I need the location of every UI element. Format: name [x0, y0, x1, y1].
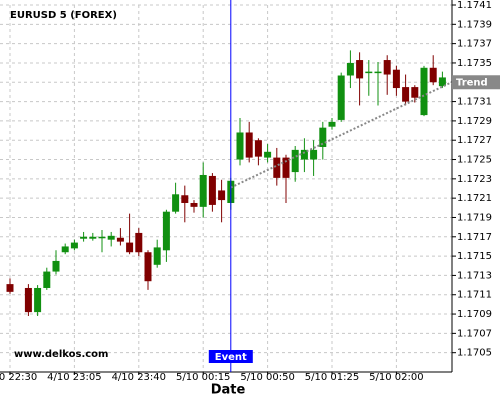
x-tick-label: 5/10 00:15	[176, 372, 230, 383]
candle-body	[328, 121, 336, 127]
candle-body	[218, 190, 226, 201]
y-tick-label: 1.1707	[457, 328, 492, 339]
candle-body	[236, 132, 244, 160]
candle-body	[89, 236, 97, 239]
candle-body	[181, 195, 189, 203]
candle-body	[144, 252, 152, 282]
y-tick-label: 1.1713	[457, 270, 492, 281]
event-label-box	[208, 350, 253, 363]
candle-body	[392, 69, 400, 89]
y-tick-label: 1.1735	[457, 58, 492, 69]
candle-body	[374, 71, 382, 74]
candle-body	[438, 77, 446, 87]
y-tick-label: 1.1721	[457, 193, 492, 204]
x-tick-label: 4/10 23:05	[47, 372, 101, 383]
candle-body	[420, 67, 428, 116]
candle-body	[319, 127, 327, 147]
candle-body	[402, 87, 410, 102]
y-tick-label: 1.1725	[457, 155, 492, 166]
watermark: www.delkos.com	[14, 349, 108, 360]
candle-body	[282, 157, 290, 178]
candle-body	[310, 149, 318, 160]
candle-body	[429, 67, 437, 83]
candle-body	[162, 211, 170, 251]
x-tick-label: 5/10 02:00	[369, 372, 423, 383]
candle-body	[98, 236, 106, 239]
candle-body	[172, 194, 180, 212]
y-tick-label: 1.1723	[457, 174, 492, 185]
candle-body	[70, 242, 78, 249]
y-tick-label: 1.1739	[457, 19, 492, 30]
candle-body	[61, 246, 69, 253]
y-tick-label: 1.1715	[457, 251, 492, 262]
chart-title: EURUSD 5 (FOREX)	[10, 10, 117, 21]
event-label: Event	[215, 352, 247, 363]
candle-body	[107, 235, 115, 240]
candle-body	[199, 174, 207, 207]
candle-body	[291, 149, 299, 173]
x-axis-title: Date	[211, 383, 246, 398]
candle-body	[254, 140, 262, 157]
candle-body	[245, 132, 253, 158]
y-tick-label: 1.1737	[457, 39, 492, 50]
y-tick-label: 1.1717	[457, 232, 492, 243]
y-tick-label: 1.1719	[457, 212, 492, 223]
y-tick-label: 1.1705	[457, 348, 492, 359]
y-tick-label: 1.1731	[457, 97, 492, 108]
trend-label-box	[452, 75, 500, 90]
y-tick-label: 1.1711	[457, 290, 492, 301]
y-tick-label: 1.1727	[457, 135, 492, 146]
candle-body	[52, 260, 60, 272]
candle-body	[24, 287, 32, 313]
x-tick-label: 4/10 23:40	[112, 372, 166, 383]
candle-body	[190, 202, 198, 207]
x-tick-label: 4/10 22:30	[0, 372, 37, 383]
candle-body	[80, 236, 88, 239]
y-tick-label: 1.1741	[457, 0, 492, 11]
candle-body	[273, 157, 281, 178]
candle-body	[383, 60, 391, 75]
candle-body	[135, 232, 143, 253]
trend-line	[230, 81, 453, 189]
candle-body	[208, 175, 216, 205]
y-tick-label: 1.1709	[457, 309, 492, 320]
x-tick-label: 5/10 01:25	[305, 372, 359, 383]
candle-body	[43, 271, 51, 288]
candle-body	[346, 62, 354, 76]
y-tick-label: 1.1729	[457, 116, 492, 127]
trend-label: Trend	[456, 77, 488, 88]
candle-body	[356, 60, 364, 79]
candle-body	[365, 71, 373, 74]
candle-body	[126, 242, 134, 253]
candle-body	[6, 284, 14, 292]
candle-body	[337, 75, 345, 120]
candle-body	[411, 87, 419, 98]
candle-body	[300, 149, 308, 160]
x-tick-label: 5/10 00:50	[240, 372, 294, 383]
candle-body	[116, 237, 124, 242]
candle-body	[264, 151, 272, 158]
candle-body	[34, 287, 42, 313]
candle-body	[153, 247, 161, 265]
